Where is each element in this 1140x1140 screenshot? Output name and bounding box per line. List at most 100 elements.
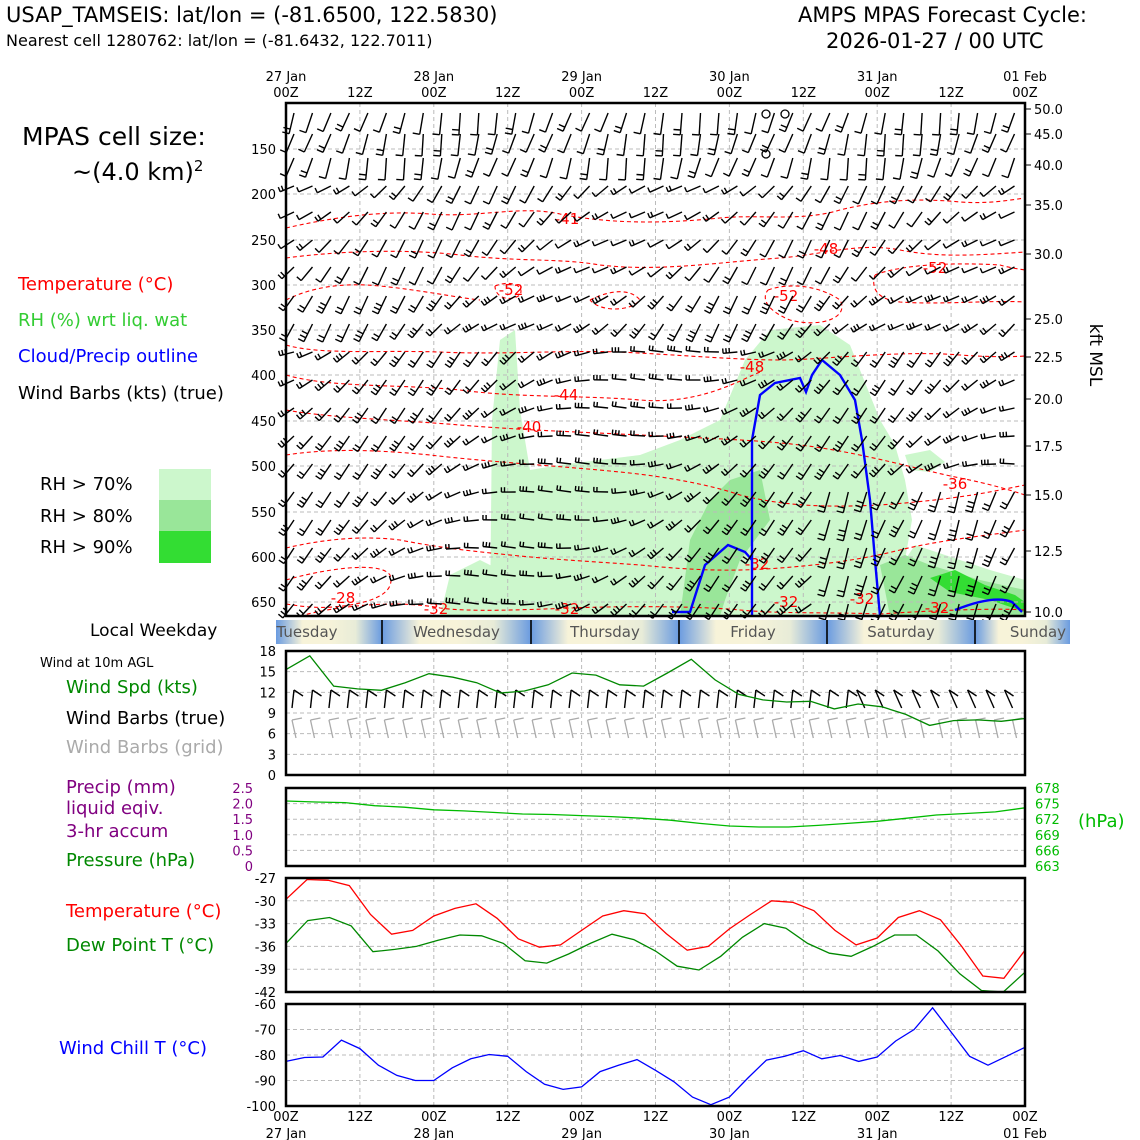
wind-barb-feather — [631, 300, 636, 306]
wind-barb-feather — [686, 495, 692, 501]
grid-wind-barb-feather — [642, 717, 654, 721]
wind-barb-feather — [913, 133, 921, 136]
wind-barb — [781, 185, 794, 201]
dewpoint-label: Dew Point T (°C) — [66, 935, 215, 956]
true-wind-barb — [679, 689, 683, 709]
wind-barb-feather — [983, 531, 991, 536]
wind-barb-feather — [426, 546, 429, 552]
wind-barb-feather — [930, 148, 938, 152]
wind-barb-feather — [521, 130, 529, 134]
wind-barb-feather — [927, 565, 935, 569]
wind-barb-feather — [818, 505, 826, 509]
wind-barb-feather — [744, 131, 752, 135]
wind-barb — [723, 379, 738, 385]
wind-barb — [1004, 603, 1016, 622]
wind-barb — [926, 463, 941, 472]
wind-barb — [521, 351, 535, 363]
wind-barb-feather — [391, 192, 397, 198]
wind-barb — [445, 519, 461, 524]
wind-barb-feather — [763, 302, 771, 307]
height-tick-label: 15.0 — [1034, 489, 1063, 504]
grid-wind-barb — [901, 719, 907, 739]
wind-barb-feather — [760, 470, 767, 476]
wind-barb — [679, 112, 683, 135]
wind-barb — [953, 519, 960, 541]
wind-barb-feather — [332, 607, 337, 614]
wind-barb-feather — [317, 413, 323, 419]
wind-barb-feather — [673, 133, 681, 136]
wind-barb-feather — [739, 442, 745, 448]
wind-barb — [743, 463, 757, 478]
wind-barb-feather — [338, 604, 343, 610]
true-wind-barb — [808, 689, 812, 709]
wind-barb-feather — [433, 154, 441, 157]
wind-barb-feather — [887, 418, 894, 424]
wind-barb-feather — [668, 493, 673, 499]
grid-wind-barb — [309, 719, 316, 739]
wind-barb-feather — [908, 387, 915, 393]
wind-barb-feather — [613, 129, 621, 134]
forecast-cycle-title: AMPS MPAS Forecast Cycle: — [798, 3, 1087, 27]
wind-barb-feather — [426, 198, 433, 204]
wind-barb-feather — [705, 436, 709, 442]
wind-barb-feather — [819, 556, 827, 560]
wind-barb-feather — [837, 561, 845, 565]
wind-barb-feather — [577, 457, 580, 463]
wind-barb — [650, 266, 664, 278]
weekday-label: Thursday — [569, 623, 640, 641]
wind-barb-feather — [942, 326, 947, 332]
wind-barb-feather — [687, 304, 694, 310]
wind-barb-feather — [391, 443, 398, 449]
wind-barb-feather — [463, 569, 466, 575]
true-wind-barb-feather — [856, 689, 867, 697]
grid-wind-barb-feather — [439, 717, 450, 721]
wind-barb — [650, 547, 664, 560]
wind-barb-feather — [352, 418, 358, 424]
wind-barb-feather — [905, 324, 909, 330]
wind-barb-feather — [665, 186, 669, 192]
wind-barb — [760, 379, 775, 389]
wind-barb-feather — [869, 251, 876, 256]
wind-barb — [649, 519, 664, 529]
temperature-contour-label: -40 — [517, 418, 542, 436]
wind-barb-feather — [818, 617, 826, 621]
wind-barb — [964, 379, 979, 391]
wind-barb-feather — [890, 360, 897, 365]
wind-barb — [427, 547, 442, 552]
grid-wind-barb-feather — [735, 717, 746, 721]
wind-barb — [318, 239, 332, 253]
wind-barb-feather — [372, 358, 379, 364]
wind-barb — [356, 491, 369, 508]
grid-wind-barb-feather — [513, 717, 524, 721]
wind-barb — [538, 517, 553, 521]
wind-barb — [639, 112, 646, 134]
wind-barb-feather — [372, 550, 377, 556]
wind-barb-feather — [961, 385, 966, 391]
wind-barb-feather — [927, 593, 935, 597]
wind-barb-feather — [611, 488, 613, 494]
temperature-contour — [285, 449, 1026, 507]
wind-barb-feather — [924, 245, 929, 251]
wind-barb — [837, 266, 849, 284]
wind-barb-feather — [591, 608, 596, 614]
wind-barb-feather — [574, 485, 577, 491]
wind-barb — [693, 157, 702, 178]
wind-barb — [298, 185, 313, 193]
wind-barb — [908, 323, 923, 331]
wind-barb-feather — [391, 359, 397, 364]
wind-barb-feather — [486, 147, 493, 151]
wind-barb-feather — [670, 345, 673, 351]
wind-barb-feather — [945, 358, 951, 364]
wind-barb-feather — [372, 576, 377, 582]
wind-barb-feather — [997, 300, 1003, 306]
grid-wind-barb — [864, 719, 870, 739]
panel-tick-label: -60 — [255, 998, 276, 1013]
wind-barb — [745, 519, 757, 536]
wind-barb — [372, 575, 387, 584]
wind-barb-feather — [721, 530, 728, 536]
wind-barb-feather — [501, 200, 508, 205]
wind-barb — [802, 266, 812, 286]
wind-barb-feather — [707, 152, 715, 156]
wind-barb-feather — [613, 518, 617, 524]
grid-wind-barb-feather — [291, 717, 303, 721]
